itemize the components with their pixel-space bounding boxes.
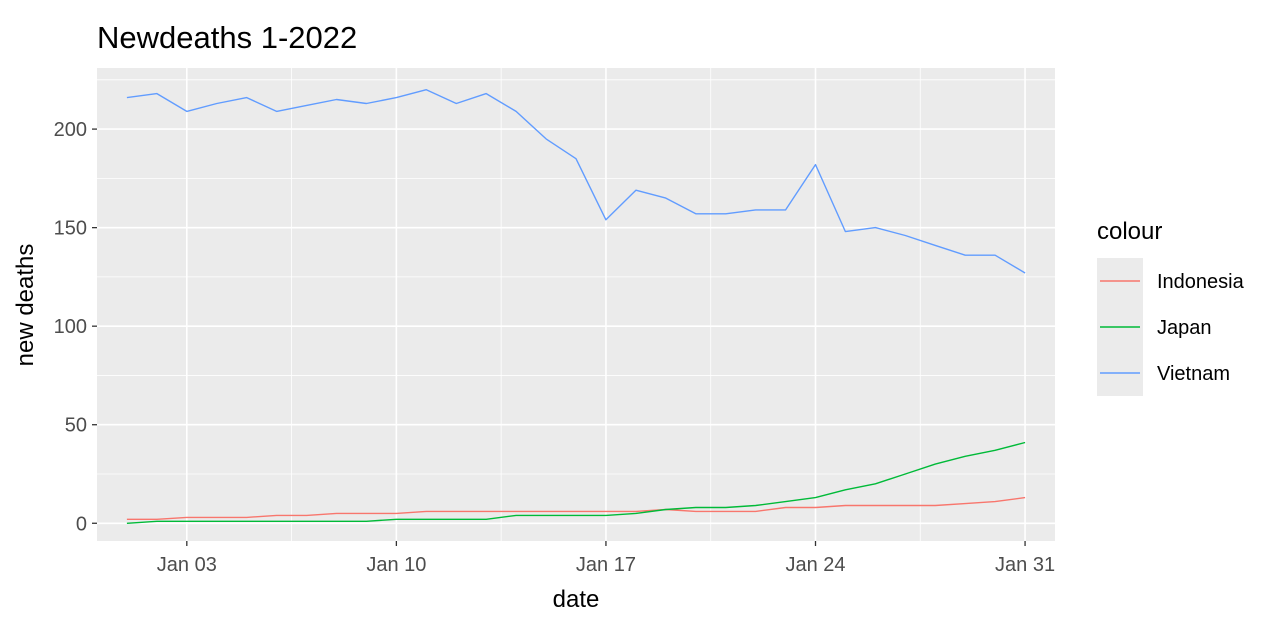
x-tick-label: Jan 10 — [366, 554, 426, 576]
y-tick-label: 150 — [54, 218, 87, 240]
x-axis-title: date — [553, 586, 600, 613]
y-tick-label: 200 — [54, 119, 87, 141]
legend: colour Indonesia Japan Vietnam — [1097, 218, 1245, 396]
x-axis: Jan 03 Jan 10 Jan 17 Jan 24 Jan 31 — [157, 541, 1055, 576]
x-tick-label: Jan 24 — [785, 554, 845, 576]
y-axis-title: new deaths — [12, 244, 39, 367]
series-line-indonesia — [126, 496, 1026, 520]
grid-minor — [97, 68, 1055, 541]
y-axis: 0 50 100 150 200 — [54, 119, 97, 535]
legend-label: Indonesia — [1157, 271, 1245, 293]
x-tick-label: Jan 31 — [995, 554, 1055, 576]
x-tick-label: Jan 03 — [157, 554, 217, 576]
series-lines — [126, 88, 1026, 524]
grid-major — [97, 68, 1055, 541]
legend-label: Vietnam — [1157, 363, 1230, 385]
chart-title: Newdeaths 1-2022 — [97, 20, 357, 55]
series-line-japan — [126, 441, 1026, 524]
legend-label: Japan — [1157, 317, 1212, 339]
legend-items: Indonesia Japan Vietnam — [1100, 271, 1245, 385]
series-line-vietnam — [126, 88, 1026, 274]
legend-title: colour — [1097, 218, 1162, 245]
plot-panel — [97, 68, 1055, 541]
y-tick-label: 50 — [65, 415, 87, 437]
y-tick-label: 0 — [76, 513, 87, 535]
y-tick-label: 100 — [54, 316, 87, 338]
x-tick-label: Jan 17 — [576, 554, 636, 576]
